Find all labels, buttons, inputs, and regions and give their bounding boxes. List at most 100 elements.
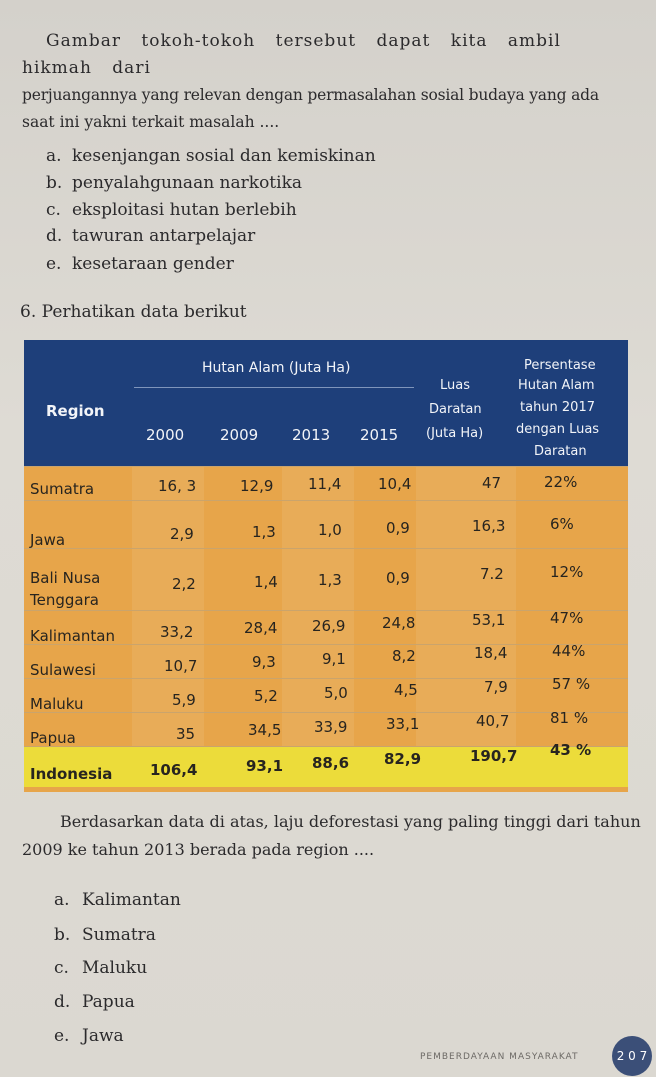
header-luas-1: Luas xyxy=(440,378,470,393)
table-cell: 10,7 xyxy=(164,657,198,675)
q5-option-c: c. eksploitasi hutan berlebih xyxy=(46,200,297,220)
table-cell: 2,2 xyxy=(172,575,196,593)
q6-option-c: c. Maluku xyxy=(54,958,148,978)
table-cell: 33,2 xyxy=(160,623,194,641)
table-cell: Tenggara xyxy=(30,591,99,609)
table-cell: Jawa xyxy=(30,531,66,549)
table-cell: Kalimantan xyxy=(30,627,115,645)
q6-option-e: e. Jawa xyxy=(54,1026,124,1046)
table-row: Kalimantan 33,2 28,4 26,9 24,8 53,1 47% xyxy=(24,609,628,645)
table-cell: 47% xyxy=(550,609,584,627)
table-cell: 12% xyxy=(550,563,584,581)
q5-option-d: d. tawuran antarpelajar xyxy=(46,226,256,246)
table-cell: 1,0 xyxy=(318,521,342,539)
table-row: Jawa 2,9 1,3 1,0 0,9 16,3 6% xyxy=(24,500,628,549)
page-number-badge: 2 0 7 xyxy=(612,1036,652,1076)
header-region: Region xyxy=(46,402,105,420)
table-cell: 9,3 xyxy=(252,653,276,671)
table-cell: 33,1 xyxy=(386,715,420,733)
question-6-heading: 6. Perhatikan data berikut xyxy=(20,302,247,322)
table-cell: 28,4 xyxy=(244,619,278,637)
table-cell: 34,5 xyxy=(248,721,282,739)
table-cell: 0,9 xyxy=(386,519,410,537)
table-cell: 106,4 xyxy=(150,761,198,779)
table-cell: 9,1 xyxy=(322,650,346,668)
table-cell: 4,5 xyxy=(394,681,418,699)
q5-option-a: a. kesenjangan sosial dan kemiskinan xyxy=(46,146,376,166)
header-year-2000: 2000 xyxy=(146,426,185,444)
intro-line-2: perjuangannya yang relevan dengan permas… xyxy=(22,86,599,104)
table-cell: 93,1 xyxy=(246,757,284,775)
table-cell: 33,9 xyxy=(314,718,348,736)
header-pct-2: Hutan Alam xyxy=(518,378,595,393)
header-year-2015: 2015 xyxy=(360,426,399,444)
table-cell: 24,8 xyxy=(382,614,416,632)
intro-line-1: Gambar tokoh-tokoh tersebut dapat kita a… xyxy=(22,31,561,78)
header-year-2013: 2013 xyxy=(292,426,331,444)
table-cell: 40,7 xyxy=(476,712,510,730)
table-cell: 1,3 xyxy=(318,571,342,589)
q6-option-d: d. Papua xyxy=(54,992,135,1012)
question-5-text: Gambar tokoh-tokoh tersebut dapat kita a… xyxy=(22,28,632,136)
table-cell: 8,2 xyxy=(392,647,416,665)
table-cell: 43 % xyxy=(550,741,592,759)
q6-option-a: a. Kalimantan xyxy=(54,890,181,910)
table-row-total: Indonesia 106,4 93,1 88,6 82,9 190,7 43 … xyxy=(24,741,628,787)
q5-option-e: e. kesetaraan gender xyxy=(46,254,234,274)
table-cell: 82,9 xyxy=(384,750,422,768)
table-cell: 6% xyxy=(550,515,574,533)
table-cell: 88,6 xyxy=(312,754,350,772)
table-cell: 190,7 xyxy=(470,747,518,765)
table-cell: 35 xyxy=(176,725,196,743)
header-hutan-alam: Hutan Alam (Juta Ha) xyxy=(202,360,351,376)
table-cell: 1,3 xyxy=(252,523,276,541)
table-cell: 5,0 xyxy=(324,684,348,702)
table-cell: Sulawesi xyxy=(30,661,96,679)
table-cell: 44% xyxy=(552,642,586,660)
table-cell: 18,4 xyxy=(474,644,508,662)
table-row: Sulawesi 10,7 9,3 9,1 8,2 18,4 44% xyxy=(24,642,628,679)
header-luas-2: Daratan xyxy=(429,402,482,417)
table-row: Papua 35 34,5 33,9 33,1 40,7 81 % xyxy=(24,709,628,747)
header-pct-1: Persentase xyxy=(524,358,596,373)
table-body xyxy=(24,466,628,792)
table-cell: 2,9 xyxy=(170,525,194,543)
question-6-line-1: Berdasarkan data di atas, laju deforesta… xyxy=(60,812,641,831)
table-row: Bali Nusa Tenggara 2,2 1,4 1,3 0,9 7.2 1… xyxy=(24,548,628,611)
header-luas-3: (Juta Ha) xyxy=(426,426,484,441)
table-row: Maluku 5,9 5,2 5,0 4,5 7,9 57 % xyxy=(24,675,628,713)
table-cell: 57 % xyxy=(552,675,591,693)
header-pct-4: dengan Luas xyxy=(516,422,600,437)
table-cell: 12,9 xyxy=(240,477,274,495)
table-cell: 53,1 xyxy=(472,611,506,629)
table-row: Sumatra 16, 3 12,9 11,4 10,4 47 22% xyxy=(24,466,628,501)
table-cell: Sumatra xyxy=(30,480,95,498)
table-cell: Bali Nusa xyxy=(30,569,101,587)
table-cell: 11,4 xyxy=(308,475,342,493)
table-cell: 1,4 xyxy=(254,573,278,591)
table-cell: 26,9 xyxy=(312,617,346,635)
table-header: Hutan Alam (Juta Ha) Region 2000 2009 20… xyxy=(24,340,628,466)
table-cell: 10,4 xyxy=(378,475,412,493)
table-cell: 81 % xyxy=(550,709,589,727)
table-cell: 5,9 xyxy=(172,691,196,709)
q6-option-b: b. Sumatra xyxy=(54,925,156,945)
intro-line-3: saat ini yakni terkait masalah .... xyxy=(22,113,280,131)
table-cell: 0,9 xyxy=(386,569,410,587)
table-cell: 47 xyxy=(482,474,502,492)
question-6-line-2: 2009 ke tahun 2013 berada pada region ..… xyxy=(22,840,375,859)
header-year-2009: 2009 xyxy=(220,426,259,444)
table-cell: 16, 3 xyxy=(158,477,197,495)
table-cell: 7.2 xyxy=(480,565,504,583)
table-cell: 7,9 xyxy=(484,678,508,696)
table-cell: 16,3 xyxy=(472,517,506,535)
forest-data-table: Hutan Alam (Juta Ha) Region 2000 2009 20… xyxy=(24,340,628,792)
q5-option-b: b. penyalahgunaan narkotika xyxy=(46,173,303,193)
table-cell: Indonesia xyxy=(30,765,113,783)
header-pct-5: Daratan xyxy=(534,444,587,459)
header-pct-3: tahun 2017 xyxy=(520,400,595,415)
table-cell: Papua xyxy=(30,729,76,747)
footer-chapter-title: PEMBERDAYAAN MASYARAKAT xyxy=(420,1052,579,1062)
table-cell: 22% xyxy=(544,473,578,491)
